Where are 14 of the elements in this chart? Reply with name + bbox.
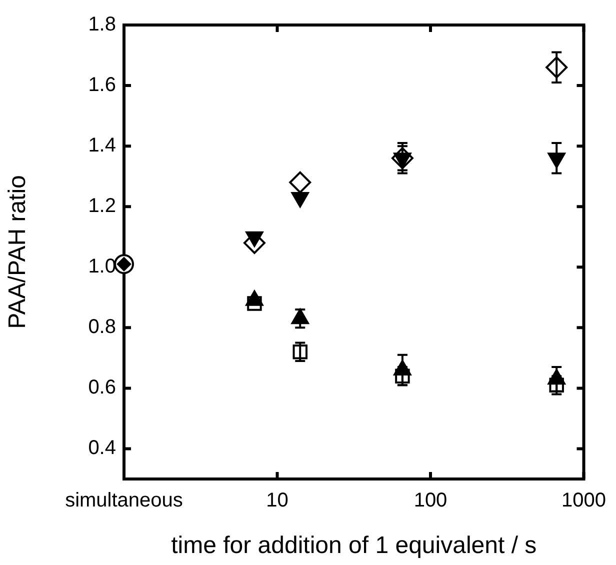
y-axis-title: PAA/PAH ratio [4, 175, 32, 329]
y-tick-label: 0.6 [88, 376, 116, 399]
y-tick-label: 0.4 [88, 437, 116, 460]
y-tick-label: 0.8 [88, 316, 116, 338]
x-tick-label: 10 [266, 490, 288, 512]
x-tick-label: 100 [414, 490, 448, 512]
y-tick-label: 1.0 [88, 256, 116, 278]
y-tick-label: 1.8 [88, 14, 116, 36]
x-tick-label: 1000 [562, 490, 606, 512]
y-tick-label: 1.6 [88, 74, 116, 96]
y-tick-label: 1.2 [88, 195, 116, 218]
x-tick-label: simultaneous [65, 490, 183, 512]
y-tick-label: 1.4 [88, 134, 116, 157]
x-axis-title: time for addition of 1 equivalent / s [171, 532, 537, 560]
